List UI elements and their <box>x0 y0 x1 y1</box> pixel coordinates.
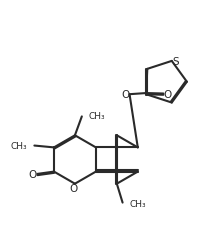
Text: CH₃: CH₃ <box>10 141 27 150</box>
Text: CH₃: CH₃ <box>129 199 146 208</box>
Text: O: O <box>164 89 172 99</box>
Text: O: O <box>29 169 37 179</box>
Text: O: O <box>121 90 129 100</box>
Text: O: O <box>70 183 78 194</box>
Text: CH₃: CH₃ <box>88 111 105 120</box>
Text: S: S <box>173 57 179 67</box>
